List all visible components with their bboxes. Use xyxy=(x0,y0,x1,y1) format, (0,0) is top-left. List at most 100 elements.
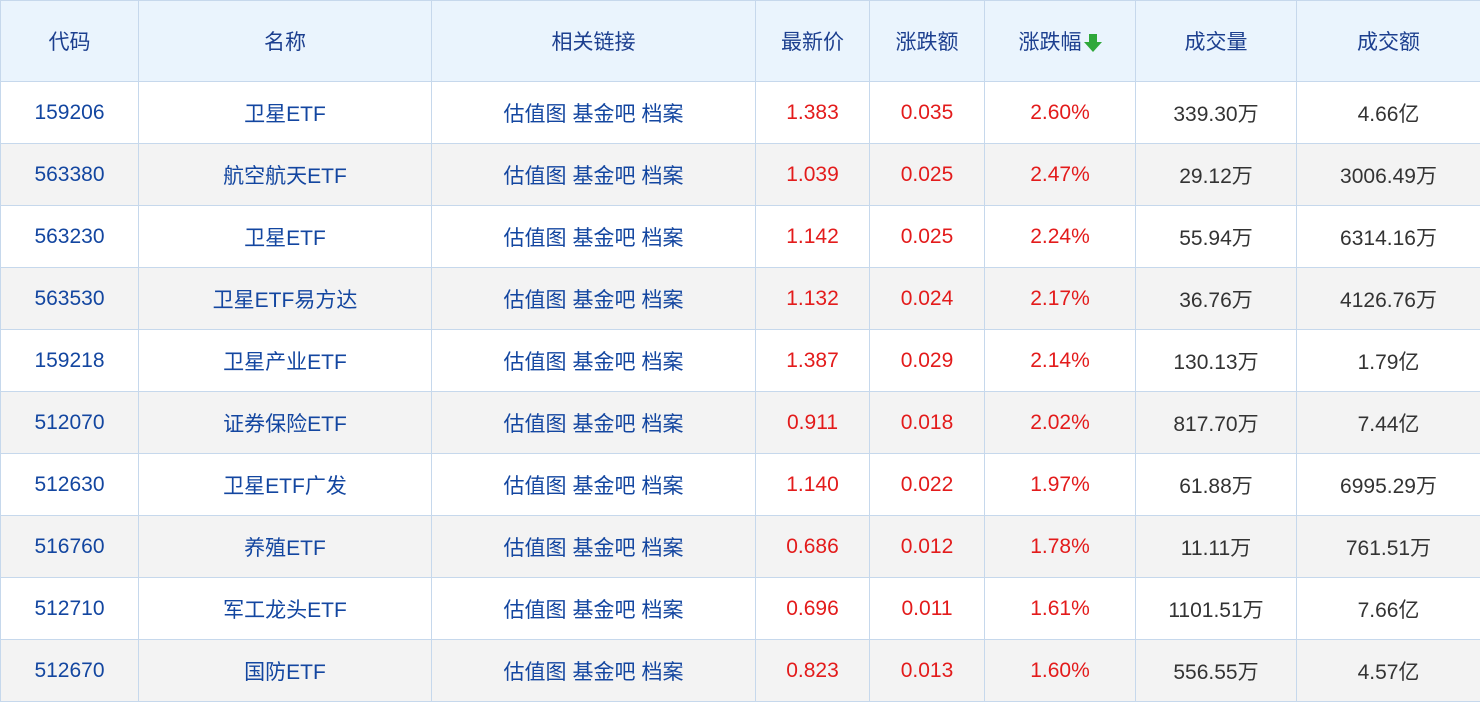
valuation-chart-link[interactable]: 估值图 xyxy=(504,103,567,126)
price-cell: 1.387 xyxy=(756,330,870,392)
fund-forum-link[interactable]: 基金吧 xyxy=(573,413,636,436)
pct-cell: 2.14% xyxy=(985,330,1136,392)
name-cell[interactable]: 航空航天ETF xyxy=(139,144,432,206)
change-cell: 0.011 xyxy=(870,578,985,640)
change-cell: 0.029 xyxy=(870,330,985,392)
header-name[interactable]: 名称 xyxy=(139,1,432,82)
amount-cell: 4126.76万 xyxy=(1297,268,1480,330)
header-price[interactable]: 最新价 xyxy=(756,1,870,82)
links-cell: 估值图基金吧档案 xyxy=(432,516,756,578)
valuation-chart-link[interactable]: 估值图 xyxy=(504,537,567,560)
links-cell: 估值图基金吧档案 xyxy=(432,206,756,268)
profile-link[interactable]: 档案 xyxy=(642,103,684,126)
name-cell[interactable]: 国防ETF xyxy=(139,640,432,702)
name-cell[interactable]: 卫星ETF xyxy=(139,206,432,268)
code-cell[interactable]: 563530 xyxy=(1,268,139,330)
volume-cell: 556.55万 xyxy=(1136,640,1297,702)
profile-link[interactable]: 档案 xyxy=(642,165,684,188)
header-pct-label: 涨跌幅 xyxy=(1019,31,1082,54)
volume-cell: 1101.51万 xyxy=(1136,578,1297,640)
valuation-chart-link[interactable]: 估值图 xyxy=(504,599,567,622)
name-cell[interactable]: 卫星产业ETF xyxy=(139,330,432,392)
change-cell: 0.025 xyxy=(870,144,985,206)
profile-link[interactable]: 档案 xyxy=(642,661,684,684)
code-cell[interactable]: 563380 xyxy=(1,144,139,206)
valuation-chart-link[interactable]: 估值图 xyxy=(504,351,567,374)
table-row: 512710 军工龙头ETF 估值图基金吧档案 0.696 0.011 1.61… xyxy=(1,578,1480,640)
code-cell[interactable]: 512710 xyxy=(1,578,139,640)
volume-cell: 817.70万 xyxy=(1136,392,1297,454)
amount-cell: 7.66亿 xyxy=(1297,578,1480,640)
change-cell: 0.018 xyxy=(870,392,985,454)
header-change[interactable]: 涨跌额 xyxy=(870,1,985,82)
pct-cell: 1.60% xyxy=(985,640,1136,702)
code-cell[interactable]: 516760 xyxy=(1,516,139,578)
name-cell[interactable]: 卫星ETF xyxy=(139,82,432,144)
fund-forum-link[interactable]: 基金吧 xyxy=(573,165,636,188)
profile-link[interactable]: 档案 xyxy=(642,475,684,498)
change-cell: 0.013 xyxy=(870,640,985,702)
code-cell[interactable]: 512630 xyxy=(1,454,139,516)
change-cell: 0.025 xyxy=(870,206,985,268)
links-cell: 估值图基金吧档案 xyxy=(432,392,756,454)
links-cell: 估值图基金吧档案 xyxy=(432,330,756,392)
name-cell[interactable]: 军工龙头ETF xyxy=(139,578,432,640)
price-cell: 0.911 xyxy=(756,392,870,454)
profile-link[interactable]: 档案 xyxy=(642,413,684,436)
price-cell: 0.686 xyxy=(756,516,870,578)
amount-cell: 1.79亿 xyxy=(1297,330,1480,392)
fund-forum-link[interactable]: 基金吧 xyxy=(573,227,636,250)
volume-cell: 55.94万 xyxy=(1136,206,1297,268)
fund-forum-link[interactable]: 基金吧 xyxy=(573,661,636,684)
volume-cell: 130.13万 xyxy=(1136,330,1297,392)
name-cell[interactable]: 养殖ETF xyxy=(139,516,432,578)
header-amount[interactable]: 成交额 xyxy=(1297,1,1480,82)
valuation-chart-link[interactable]: 估值图 xyxy=(504,165,567,188)
pct-cell: 2.60% xyxy=(985,82,1136,144)
profile-link[interactable]: 档案 xyxy=(642,289,684,312)
fund-forum-link[interactable]: 基金吧 xyxy=(573,351,636,374)
name-cell[interactable]: 卫星ETF易方达 xyxy=(139,268,432,330)
header-pct[interactable]: 涨跌幅 xyxy=(985,1,1136,82)
fund-forum-link[interactable]: 基金吧 xyxy=(573,537,636,560)
profile-link[interactable]: 档案 xyxy=(642,227,684,250)
code-cell[interactable]: 512070 xyxy=(1,392,139,454)
pct-cell: 1.78% xyxy=(985,516,1136,578)
price-cell: 0.696 xyxy=(756,578,870,640)
pct-cell: 2.47% xyxy=(985,144,1136,206)
amount-cell: 4.57亿 xyxy=(1297,640,1480,702)
volume-cell: 29.12万 xyxy=(1136,144,1297,206)
fund-forum-link[interactable]: 基金吧 xyxy=(573,475,636,498)
fund-forum-link[interactable]: 基金吧 xyxy=(573,599,636,622)
fund-forum-link[interactable]: 基金吧 xyxy=(573,103,636,126)
header-code[interactable]: 代码 xyxy=(1,1,139,82)
name-cell[interactable]: 证券保险ETF xyxy=(139,392,432,454)
amount-cell: 3006.49万 xyxy=(1297,144,1480,206)
table-row: 512070 证券保险ETF 估值图基金吧档案 0.911 0.018 2.02… xyxy=(1,392,1480,454)
code-cell[interactable]: 512670 xyxy=(1,640,139,702)
header-volume[interactable]: 成交量 xyxy=(1136,1,1297,82)
amount-cell: 761.51万 xyxy=(1297,516,1480,578)
code-cell[interactable]: 159206 xyxy=(1,82,139,144)
valuation-chart-link[interactable]: 估值图 xyxy=(504,661,567,684)
code-cell[interactable]: 563230 xyxy=(1,206,139,268)
links-cell: 估值图基金吧档案 xyxy=(432,454,756,516)
price-cell: 1.383 xyxy=(756,82,870,144)
price-cell: 1.140 xyxy=(756,454,870,516)
profile-link[interactable]: 档案 xyxy=(642,537,684,560)
pct-cell: 2.17% xyxy=(985,268,1136,330)
name-cell[interactable]: 卫星ETF广发 xyxy=(139,454,432,516)
valuation-chart-link[interactable]: 估值图 xyxy=(504,475,567,498)
change-cell: 0.022 xyxy=(870,454,985,516)
valuation-chart-link[interactable]: 估值图 xyxy=(504,227,567,250)
volume-cell: 36.76万 xyxy=(1136,268,1297,330)
valuation-chart-link[interactable]: 估值图 xyxy=(504,413,567,436)
code-cell[interactable]: 159218 xyxy=(1,330,139,392)
profile-link[interactable]: 档案 xyxy=(642,599,684,622)
pct-cell: 1.97% xyxy=(985,454,1136,516)
links-cell: 估值图基金吧档案 xyxy=(432,82,756,144)
valuation-chart-link[interactable]: 估值图 xyxy=(504,289,567,312)
profile-link[interactable]: 档案 xyxy=(642,351,684,374)
fund-forum-link[interactable]: 基金吧 xyxy=(573,289,636,312)
